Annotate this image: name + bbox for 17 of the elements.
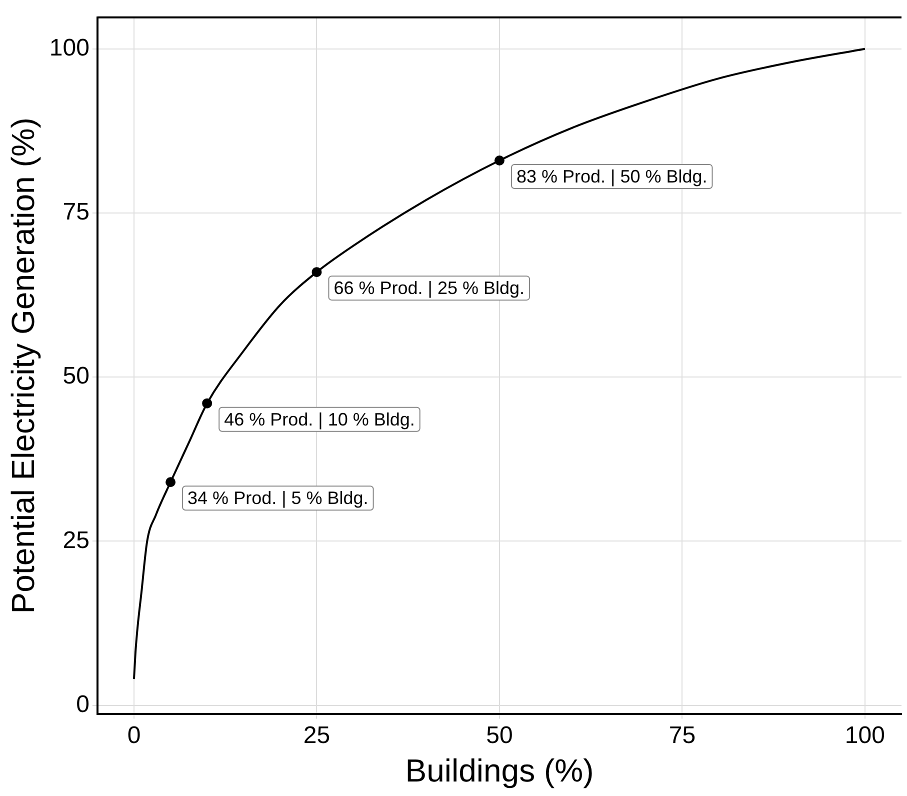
data-label: 46 % Prod. | 10 % Bldg. <box>224 409 415 430</box>
x-tick-label: 50 <box>486 722 513 749</box>
y-axis-title: Potential Electricity Generation (%) <box>5 118 42 614</box>
x-tick-label: 0 <box>127 722 141 749</box>
data-label: 66 % Prod. | 25 % Bldg. <box>334 278 525 298</box>
y-tick-label: 25 <box>62 526 90 554</box>
y-tick-label: 50 <box>62 362 90 390</box>
y-tick-label: 100 <box>49 34 90 62</box>
x-tick-label: 100 <box>844 722 885 749</box>
data-label: 83 % Prod. | 50 % Bldg. <box>516 166 708 186</box>
data-label: 34 % Prod. | 5 % Bldg. <box>188 488 368 508</box>
x-tick-label: 25 <box>303 722 330 749</box>
y-tick-label: 75 <box>62 198 90 226</box>
x-tick-label: 75 <box>668 722 696 749</box>
y-tick-label: 0 <box>76 690 90 718</box>
x-axis-title: Buildings (%) <box>405 752 594 789</box>
line-series <box>132 48 866 680</box>
